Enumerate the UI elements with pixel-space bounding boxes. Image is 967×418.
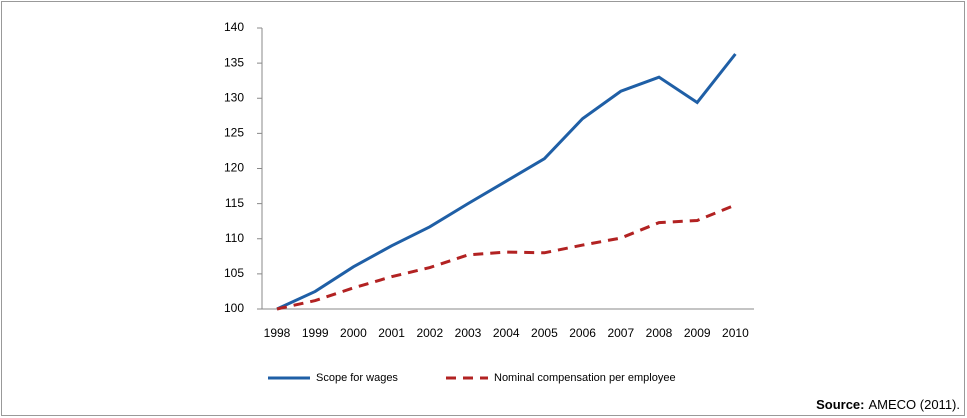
source: Source: AMECO (2011). (816, 397, 960, 412)
x-tick-label: 2009 (684, 326, 711, 340)
x-tick-label: 2010 (722, 326, 749, 340)
x-tick-label: 2003 (455, 326, 482, 340)
y-tick-label: 105 (224, 266, 244, 280)
x-tick-label: 2000 (340, 326, 367, 340)
series-line (276, 53, 737, 311)
series-line (276, 203, 736, 311)
legend-label: Scope for wages (316, 372, 398, 384)
y-tick-label: 130 (224, 90, 244, 104)
x-tick-label: 2001 (378, 326, 405, 340)
y-tick-label: 120 (224, 161, 244, 175)
x-tick-label: 1998 (264, 326, 291, 340)
y-tick-label: 140 (224, 20, 244, 34)
x-tick-label: 2004 (493, 326, 520, 340)
x-tick-label: 2007 (607, 326, 634, 340)
y-tick-label: 110 (225, 231, 244, 245)
source-text: AMECO (2011). (868, 397, 960, 412)
y-tick-label: 135 (224, 55, 244, 69)
x-tick-label: 2002 (416, 326, 443, 340)
y-tick-label: 100 (224, 301, 244, 315)
y-tick-label: 115 (225, 196, 244, 210)
x-tick-label: 1999 (302, 326, 329, 340)
y-tick-label: 125 (224, 126, 244, 140)
x-tick-label: 2008 (646, 326, 673, 340)
x-tick-label: 2006 (569, 326, 596, 340)
x-tick-label: 2005 (531, 326, 558, 340)
legend-label: Nominal compensation per employee (494, 372, 676, 384)
source-label: Source: (816, 397, 864, 412)
